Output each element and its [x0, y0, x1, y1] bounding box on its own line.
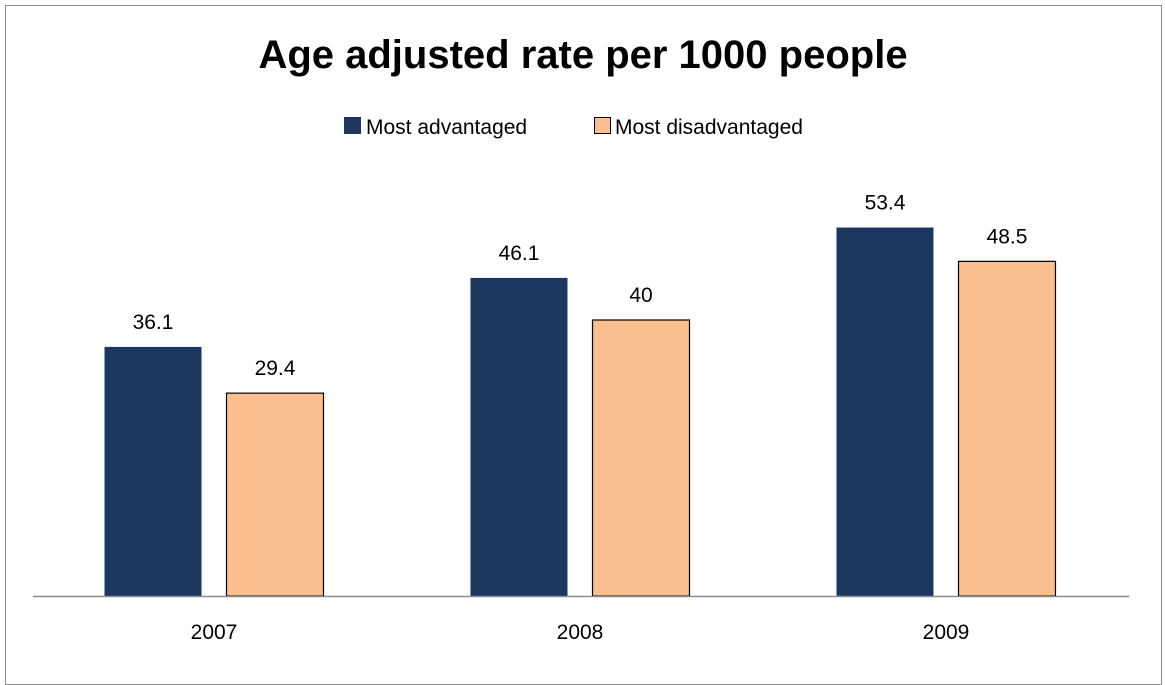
x-tick-label-2009: 2009 [923, 621, 970, 644]
bar-most-disadvantaged-2008 [591, 319, 691, 597]
x-axis-tick-labels: 2007 2008 2009 [191, 621, 970, 644]
bar-layer [104, 227, 1057, 597]
chart-title: Age adjusted rate per 1000 people [258, 33, 907, 77]
x-tick-label-2007: 2007 [191, 621, 238, 644]
bar-most-disadvantaged-2009 [957, 260, 1057, 597]
legend-swatch-most-disadvantaged [594, 117, 611, 134]
legend-label-most-disadvantaged: Most disadvantaged [615, 116, 803, 139]
bar-most-disadvantaged-2007 [225, 392, 325, 597]
data-label-layer: 36.1 29.4 46.1 40 53.4 48.5 [133, 192, 1028, 381]
chart-legend: Most advantaged Most disadvantaged [344, 116, 803, 139]
bar-most-advantaged-2009 [836, 227, 934, 597]
bar-most-advantaged-2008 [470, 277, 568, 596]
data-label-most-advantaged-2009: 53.4 [865, 192, 906, 215]
data-label-most-advantaged-2008: 46.1 [499, 242, 540, 265]
bar-most-advantaged-2007 [104, 346, 202, 596]
data-label-most-advantaged-2007: 36.1 [133, 311, 174, 334]
data-label-most-disadvantaged-2007: 29.4 [255, 357, 296, 380]
data-label-most-disadvantaged-2008: 40 [629, 284, 652, 307]
data-label-most-disadvantaged-2009: 48.5 [987, 225, 1028, 248]
legend-swatch-most-advantaged [344, 117, 361, 134]
x-tick-label-2008: 2008 [557, 621, 604, 644]
legend-label-most-advantaged: Most advantaged [366, 116, 527, 139]
